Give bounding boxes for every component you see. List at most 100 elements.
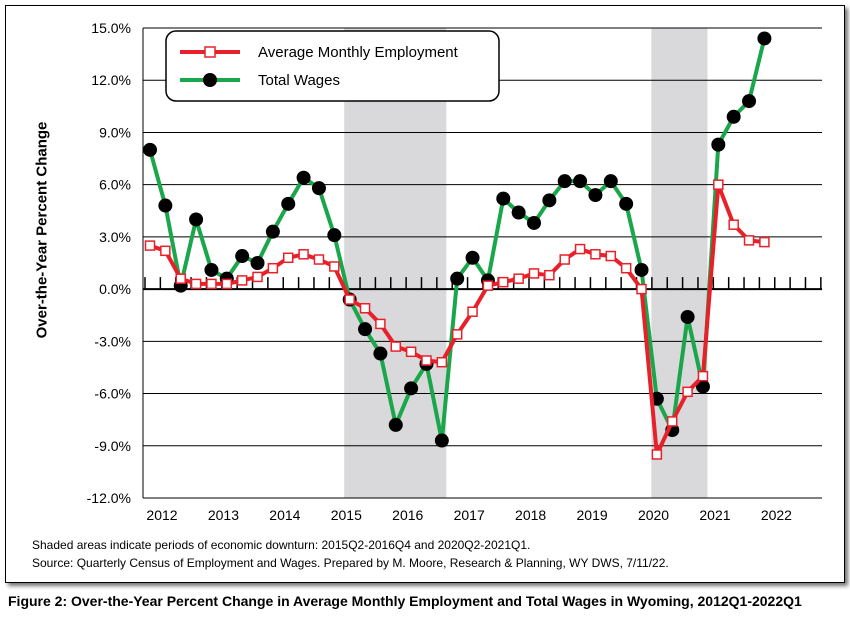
x-tick-label: 2019 (577, 507, 608, 523)
employment-point (160, 245, 171, 257)
wages-point (204, 262, 219, 277)
wages-point (619, 196, 634, 211)
wages-point (281, 196, 296, 211)
wages-point (588, 188, 603, 203)
employment-point (559, 254, 570, 265)
x-tick-label: 2012 (146, 507, 177, 523)
wages-point (189, 212, 204, 227)
x-tick-label: 2022 (761, 507, 792, 523)
legend-employment-marker (204, 46, 216, 58)
y-tick-label: -12.0% (87, 490, 131, 506)
employment-point (498, 276, 509, 288)
y-tick-label: -3.0% (94, 333, 131, 349)
figure-caption: Figure 2: Over-the-Year Percent Change i… (8, 593, 802, 609)
wages-point (511, 205, 526, 220)
y-tick-label: 3.0% (99, 229, 131, 245)
x-tick-label: 2020 (638, 507, 669, 523)
wages-point (235, 249, 250, 264)
legend-wages-label: Total Wages (258, 72, 340, 89)
employment-point (390, 341, 402, 352)
wages-point (634, 262, 649, 277)
wages-point (143, 142, 157, 157)
employment-point (590, 249, 601, 260)
wages-point (726, 109, 741, 124)
wages-point (373, 346, 388, 361)
wages-point (450, 271, 465, 286)
shading-note: Shaded areas indicate periods of economi… (32, 538, 531, 552)
y-tick-label: -6.0% (94, 386, 131, 402)
source-note: Source: Quarterly Census of Employment a… (32, 556, 669, 570)
employment-point (651, 449, 663, 460)
legend-box (165, 30, 500, 102)
wages-point (465, 250, 480, 265)
wages-point (542, 193, 557, 208)
employment-point (329, 261, 340, 272)
x-tick-label: 2015 (331, 507, 362, 523)
employment-point (544, 269, 555, 281)
legend-wages-marker (203, 73, 217, 87)
wages-point (296, 170, 311, 185)
employment-point (759, 236, 770, 248)
axes: -12.0% -9.0% -6.0% -3.0% 0.0% 3.0% 6.0% 9.0% 12.… (87, 20, 822, 523)
x-tick-label: 2016 (392, 507, 423, 523)
wages-point (311, 181, 326, 196)
employment-point (298, 249, 309, 260)
wages-point (158, 198, 173, 213)
wages-point (573, 174, 588, 189)
employment-point (359, 303, 371, 314)
employment-point (313, 254, 325, 265)
y-tick-label: 0.0% (99, 281, 131, 297)
x-tick-label: 2018 (515, 507, 546, 523)
employment-point (221, 278, 233, 290)
wages-point (757, 31, 772, 46)
wages-point (711, 137, 726, 152)
employment-point (206, 278, 217, 290)
x-tick-label: 2017 (454, 507, 485, 523)
wages-point (496, 191, 511, 206)
y-tick-label: 12.0% (91, 72, 131, 88)
employment-point (574, 243, 586, 255)
employment-point (728, 219, 739, 230)
employment-point (605, 250, 617, 262)
employment-point (421, 355, 432, 366)
employment-point (375, 318, 386, 330)
y-tick-label: 9.0% (99, 124, 131, 140)
legend-employment-label: Average Monthly Employment (258, 44, 459, 61)
employment-point (697, 370, 709, 382)
wages-point (695, 379, 710, 394)
wages-point (434, 433, 449, 448)
employment-point (528, 268, 540, 279)
series (143, 31, 772, 460)
employment-point (282, 252, 294, 264)
wages-point (358, 322, 373, 337)
wages-point (680, 309, 695, 324)
legend: Average Monthly Employment Total Wages (165, 30, 500, 102)
employment-point (451, 329, 463, 340)
wages-point (527, 215, 541, 230)
employment-point (144, 240, 156, 251)
downturn-band-2 (651, 28, 708, 498)
wages-point (388, 417, 403, 432)
employment-point (666, 416, 678, 427)
employment-point (636, 283, 647, 295)
wages-point (250, 256, 265, 270)
employment-point (743, 235, 755, 246)
wages-point (742, 94, 757, 109)
employment-point (236, 275, 248, 286)
wages-point (404, 381, 419, 396)
x-tick-label: 2021 (699, 507, 730, 523)
y-tick-label: 6.0% (99, 177, 131, 193)
y-tick-label: 15.0% (91, 20, 131, 36)
employment-point (467, 306, 478, 317)
y-axis-label: Over-the-Year Percent Change (33, 121, 51, 339)
employment-point (713, 179, 724, 190)
x-tick-label: 2014 (269, 507, 300, 523)
wages-point (327, 228, 342, 243)
employment-point (252, 271, 263, 283)
employment-point (482, 280, 494, 291)
wages-point (557, 174, 572, 189)
wages-point (265, 224, 280, 239)
employment-point (175, 273, 186, 284)
employment-point (267, 262, 279, 274)
